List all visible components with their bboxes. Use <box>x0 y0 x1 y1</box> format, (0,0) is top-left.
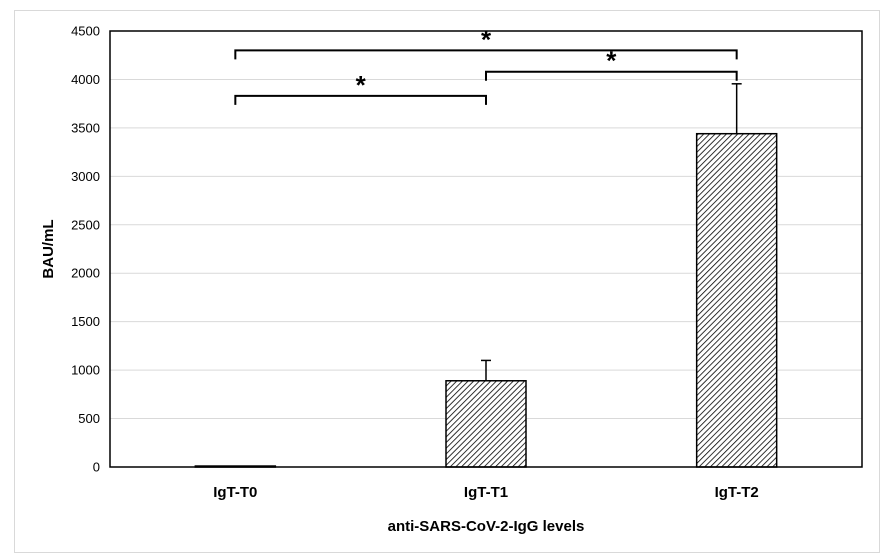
axes-group: 0 500 1000 1500 2000 2500 3000 3500 4000 4500 IgT-… <box>71 24 863 501</box>
y-tick-label: 1000 <box>71 363 100 378</box>
significance-star: * <box>481 24 492 54</box>
significance-star: * <box>356 70 367 100</box>
x-tick-label: IgT-T2 <box>715 484 759 501</box>
y-tick-label: 2500 <box>71 217 100 232</box>
y-tick-label: 0 <box>93 460 100 475</box>
error-bars-group <box>481 83 742 381</box>
y-tick-label: 2000 <box>71 266 100 281</box>
significance-bracket <box>234 94 487 105</box>
significance-brackets: * * * <box>234 24 738 105</box>
y-axis-label: BAU/mL <box>40 219 57 278</box>
bar-igt-t2 <box>695 132 778 468</box>
x-tick-label: IgT-T1 <box>464 484 508 501</box>
y-tick-label: 4000 <box>71 72 100 87</box>
significance-star: * <box>606 46 617 76</box>
y-tick-label: 1500 <box>71 314 100 329</box>
y-tick-label: 4500 <box>71 24 100 39</box>
bar-igt-t1 <box>445 380 527 468</box>
y-tick-label: 3000 <box>71 169 100 184</box>
significance-bracket <box>234 49 738 60</box>
y-tick-label: 3500 <box>71 120 100 135</box>
bars-group <box>194 132 778 468</box>
plot-border <box>109 30 863 468</box>
x-tick-label: IgT-T0 <box>213 484 257 501</box>
significance-bracket <box>485 70 738 81</box>
y-tick-label: 500 <box>78 411 100 426</box>
x-axis-label: anti-SARS-CoV-2-IgG levels <box>388 518 585 535</box>
